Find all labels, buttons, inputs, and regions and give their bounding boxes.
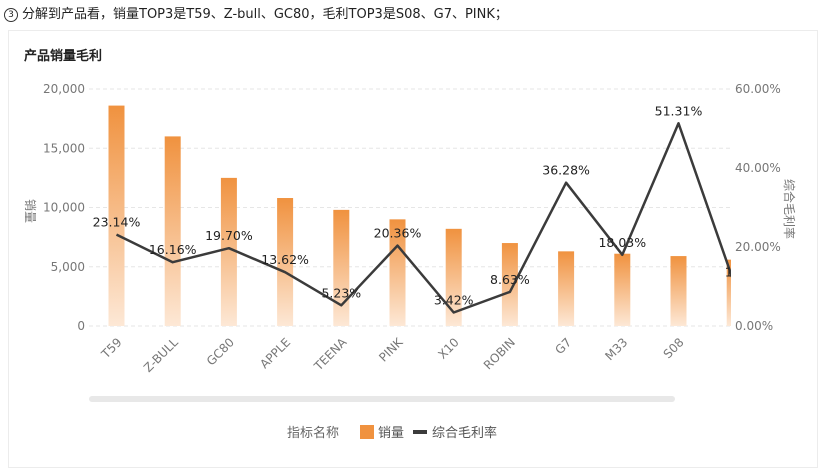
margin-label: 23.14% [93, 215, 141, 230]
chart-card: 产品销量毛利 20,000 15,000 10,000 5,000 0 60.00% 40… [8, 30, 818, 468]
margin-label: 36.28% [542, 163, 590, 178]
right-tick-label: 40.00% [735, 161, 781, 175]
x-tick-label: APPLE [257, 335, 293, 371]
margin-labels: 23.14% 16.16% 19.70% 13.62% 5.23% 20.36% 3.42%… [93, 103, 745, 307]
x-tick-label: PINK [376, 334, 406, 364]
margin-label: 3.42% [434, 292, 474, 307]
margin-label: 19.70% [205, 228, 253, 243]
bar-z-bull[interactable] [164, 136, 181, 326]
margin-label: 13.62% [261, 252, 309, 267]
analysis-text: 分解到产品看，销量TOP3是T59、Z-bull、GC80，毛利TOP3是S08… [22, 7, 508, 22]
chart-title: 产品销量毛利 [24, 49, 103, 64]
right-tick-label: 20.00% [735, 240, 781, 254]
x-tick-label: G7 [552, 335, 574, 357]
right-tick-label: 0.00% [735, 319, 773, 333]
legend-bar-label[interactable]: 销量 [378, 426, 404, 441]
margin-label: 8.63% [490, 272, 530, 287]
x-tick-label: M33 [602, 335, 630, 363]
margin-label: 18.03% [598, 235, 646, 250]
margin-line [115, 122, 731, 314]
legend-line-swatch[interactable] [413, 430, 427, 434]
margin-label: 10. [725, 265, 745, 280]
left-tick-label: 5,000 [51, 260, 85, 274]
bar-t59[interactable] [108, 105, 125, 326]
bar-robin[interactable] [501, 243, 518, 326]
x-tick-label: S08 [661, 335, 687, 361]
legend: 指标名称 销量 综合毛利率 [287, 425, 497, 441]
margin-label: 16.16% [149, 242, 197, 257]
bar-teena[interactable] [333, 209, 350, 326]
horizontal-scrollbar[interactable] [89, 396, 675, 402]
right-axis-ticks: 60.00% 40.00% 20.00% 0.00% [735, 82, 781, 333]
right-axis-label: 综合毛利率 [782, 179, 797, 239]
left-axis-ticks: 20,000 15,000 10,000 5,000 0 [43, 82, 85, 333]
sales-margin-chart: 20,000 15,000 10,000 5,000 0 60.00% 40.00% 20.… [23, 82, 797, 441]
margin-label: 20.36% [374, 226, 422, 241]
left-tick-label: 20,000 [43, 82, 85, 96]
legend-line-label[interactable]: 综合毛利率 [432, 425, 497, 441]
legend-bar-swatch[interactable] [360, 425, 374, 439]
bar-pink[interactable] [389, 219, 406, 326]
right-tick-label: 60.00% [735, 82, 781, 96]
bar-apple[interactable] [277, 198, 294, 326]
bar-g7[interactable] [558, 251, 575, 326]
x-tick-label: ROBIN [481, 335, 518, 372]
x-tick-label: TEENA [311, 335, 350, 374]
x-tick-label: Z-BULL [141, 335, 181, 375]
grid-lines [89, 88, 731, 327]
bar-gc80[interactable] [220, 177, 237, 326]
step-number: 3 [4, 8, 18, 22]
left-axis-label: 销量 [23, 199, 37, 223]
bar-series [108, 105, 743, 326]
bar-s08[interactable] [670, 256, 687, 326]
x-tick-label: X10 [435, 335, 462, 362]
left-tick-label: 15,000 [43, 141, 85, 155]
margin-label: 5.23% [321, 285, 361, 300]
bar-m33[interactable] [614, 253, 631, 326]
left-tick-label: 10,000 [43, 201, 85, 215]
legend-title: 指标名称 [287, 425, 339, 441]
x-axis-ticks: T59 Z-BULL GC80 APPLE TEENA PINK X10 ROBIN G7 M33… [98, 334, 687, 375]
margin-label: 51.31% [655, 103, 703, 118]
x-tick-label: GC80 [204, 335, 237, 368]
bar-g...[interactable] [726, 259, 743, 326]
x-tick-label: T59 [98, 335, 125, 362]
left-tick-label: 0 [77, 319, 85, 333]
bar-x10[interactable] [445, 228, 462, 326]
analysis-note: 3 分解到产品看，销量TOP3是T59、Z-bull、GC80，毛利TOP3是S0… [4, 3, 508, 22]
